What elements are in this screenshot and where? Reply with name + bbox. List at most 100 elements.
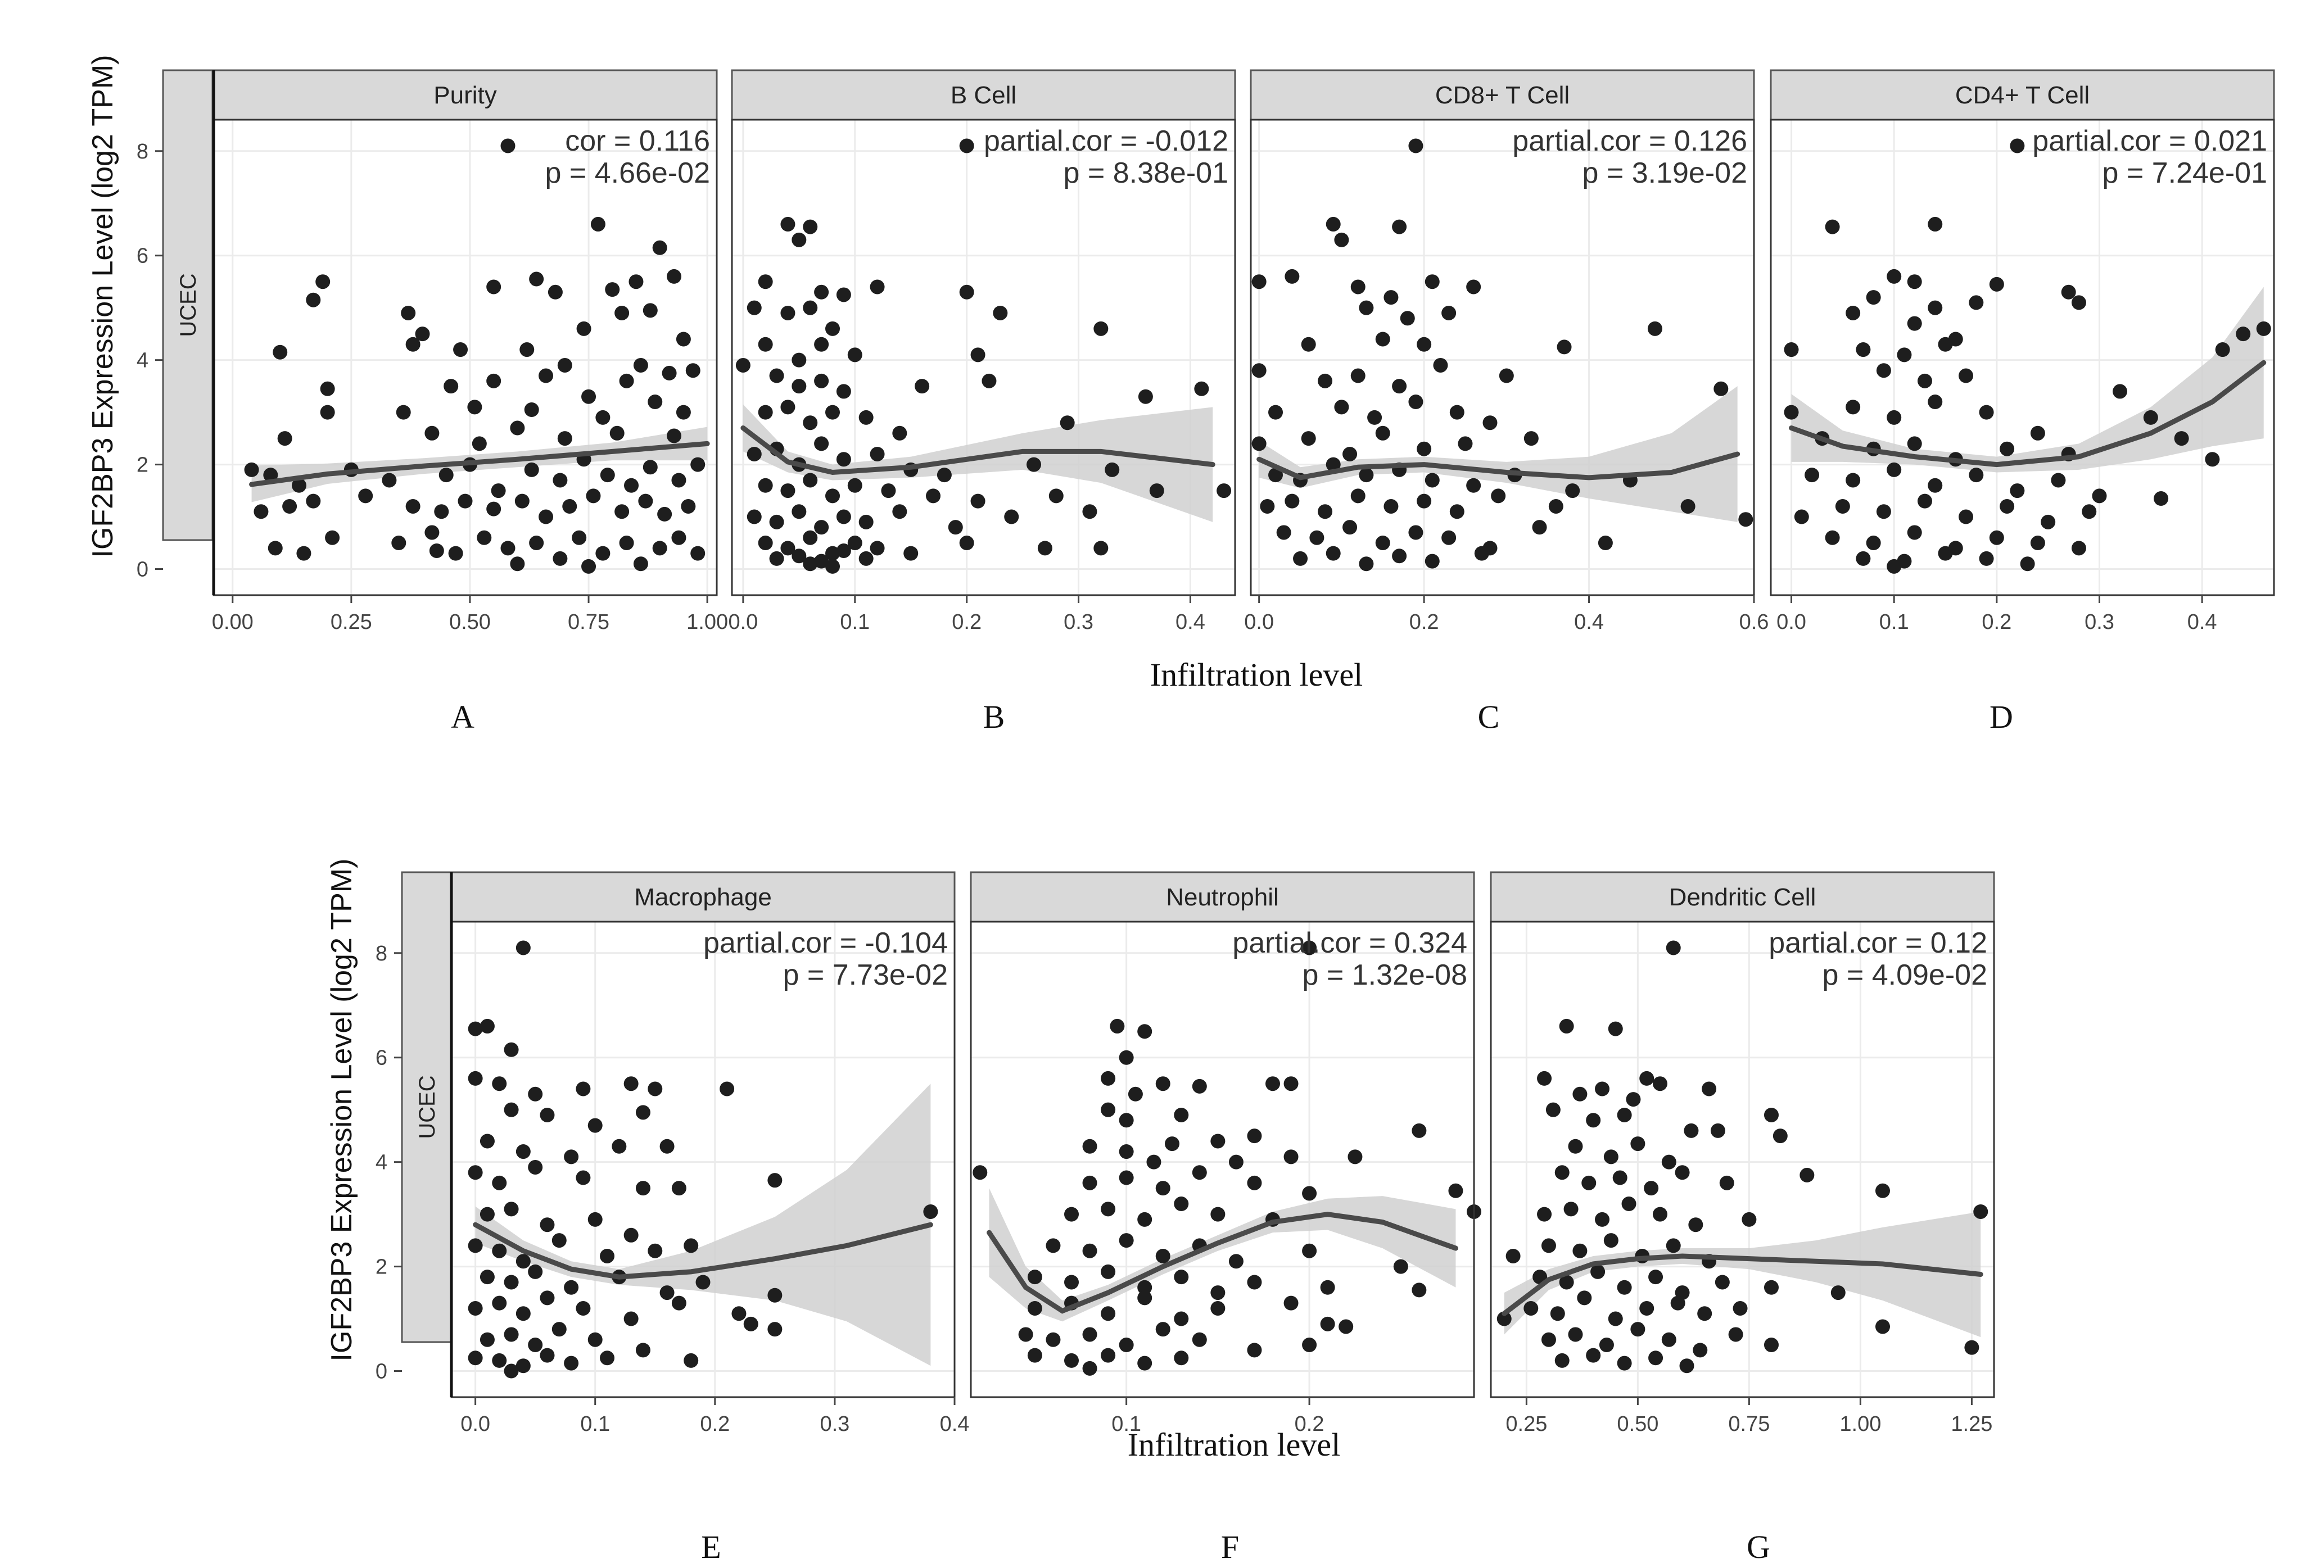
data-point (1599, 1338, 1614, 1353)
data-point (519, 342, 535, 357)
data-point (1482, 415, 1498, 430)
x-tick-label: 0.25 (1505, 1412, 1547, 1436)
data-point (1247, 1129, 1262, 1144)
data-point (1719, 1175, 1734, 1190)
data-point (948, 520, 963, 535)
data-point (825, 405, 840, 420)
data-point (391, 536, 406, 551)
data-point (1684, 1123, 1699, 1138)
data-point (1603, 1233, 1618, 1248)
data-point (814, 554, 829, 569)
data-point (1375, 425, 1390, 441)
data-point (587, 1212, 603, 1227)
fit-line (473, 1222, 933, 1280)
row1-strip-label: UCEC (176, 273, 201, 337)
data-point (320, 381, 335, 396)
data-point (1523, 431, 1539, 446)
data-point (1082, 504, 1097, 519)
data-point (291, 478, 306, 493)
data-point (273, 345, 288, 360)
data-point (1505, 1248, 1521, 1263)
data-point (358, 488, 373, 504)
data-point (1595, 1081, 1610, 1096)
data-point (1554, 1353, 1570, 1368)
data-point (1598, 536, 1613, 551)
data-point (1027, 1300, 1042, 1316)
plot-area (1251, 120, 1754, 595)
data-point (468, 1071, 483, 1086)
data-point (263, 468, 278, 483)
data-point (1283, 1295, 1299, 1311)
fit-line (249, 441, 710, 487)
x-tick-label: 0.75 (1728, 1412, 1770, 1436)
data-point (1846, 400, 1861, 415)
data-point (1713, 381, 1729, 396)
data-point (1027, 1270, 1042, 1285)
data-point (468, 1021, 483, 1036)
fit-line (740, 425, 1215, 475)
data-point (970, 347, 985, 362)
data-point (1359, 300, 1374, 315)
data-point (401, 305, 416, 320)
data-point (720, 1081, 735, 1096)
data-point (1917, 493, 1932, 509)
data-point (870, 446, 885, 461)
data-point (1581, 1175, 1597, 1190)
data-point (1210, 1134, 1226, 1149)
data-point (2010, 483, 2025, 499)
data-point (472, 436, 487, 451)
data-point (643, 460, 658, 475)
data-point (2071, 295, 2086, 310)
data-point (1608, 1021, 1623, 1036)
y-tick-label: 8 (376, 942, 387, 966)
y-tick-label: 6 (137, 244, 148, 268)
x-tick-label: 0.1 (840, 610, 870, 634)
data-point (1496, 1311, 1512, 1326)
data-point (836, 384, 851, 399)
data-point (1119, 1338, 1134, 1353)
data-point (1350, 488, 1366, 504)
data-point (551, 1322, 567, 1337)
row1-x-axis-label: Infiltration level (1150, 656, 1363, 693)
data-point (468, 1351, 483, 1366)
data-point (903, 546, 919, 561)
x-tick-label: 0.3 (820, 1412, 849, 1436)
data-point (540, 1348, 555, 1363)
data-point (643, 303, 658, 318)
y-tick-label: 4 (137, 349, 148, 373)
data-point (767, 1173, 783, 1188)
data-point (619, 536, 634, 551)
data-point (970, 493, 985, 509)
data-point (690, 546, 706, 561)
data-point (516, 1358, 531, 1374)
data-point (648, 1081, 663, 1096)
data-point (1764, 1280, 1779, 1295)
data-point (923, 1204, 938, 1219)
data-point (676, 405, 691, 420)
data-point (792, 232, 807, 247)
data-point (1392, 219, 1407, 234)
data-point (1082, 1327, 1097, 1342)
data-point (758, 536, 773, 551)
x-tick-label: 0.0 (728, 610, 758, 634)
panel-title: CD8+ T Cell (1435, 81, 1570, 109)
data-point (758, 405, 773, 420)
x-tick-label: 0.2 (952, 610, 982, 634)
data-point (1383, 499, 1399, 514)
x-tick-label: 0.0 (1244, 610, 1274, 634)
data-point (1268, 468, 1283, 483)
data-point (1400, 311, 1415, 326)
data-point (1137, 1212, 1152, 1227)
data-point (667, 428, 682, 443)
data-point (1523, 1300, 1539, 1316)
data-point (1590, 1264, 1606, 1279)
data-point (1417, 337, 1432, 352)
data-point (2154, 491, 2169, 506)
fit-line (1502, 1253, 1983, 1316)
row2-letter-g: G (1747, 1529, 1770, 1565)
data-point (306, 493, 321, 509)
data-point (1799, 1167, 1815, 1182)
data-point (2000, 441, 2015, 456)
